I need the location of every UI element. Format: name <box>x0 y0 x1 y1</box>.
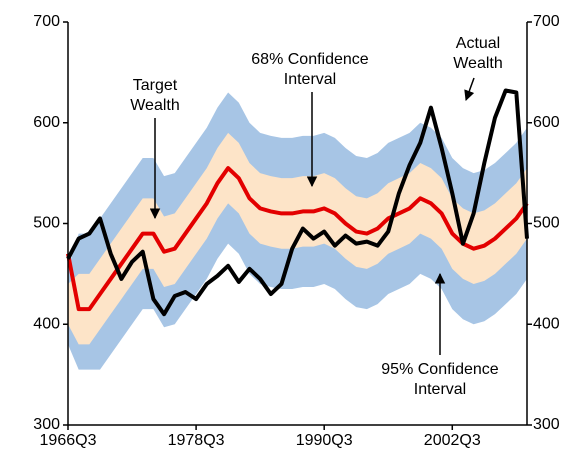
y-tick-label: 600 <box>33 114 60 131</box>
y-tick-label: 700 <box>33 13 60 30</box>
annotation: Actual <box>456 35 500 52</box>
annotation: 95% Confidence <box>381 361 499 378</box>
arrow <box>464 77 475 101</box>
annotation: 68% Confidence <box>251 51 369 68</box>
x-tick-label: 1966Q3 <box>40 432 97 449</box>
annotation: Interval <box>414 381 466 398</box>
y2-tick-label: 400 <box>533 315 560 332</box>
x-tick-label: 1990Q3 <box>296 432 353 449</box>
annotation: Interval <box>284 71 336 88</box>
x-tick-label: 1978Q3 <box>168 432 225 449</box>
y2-tick-label: 600 <box>533 114 560 131</box>
series-line <box>66 88 529 317</box>
y2-tick-label: 500 <box>533 215 560 232</box>
annotation: Target <box>133 77 178 94</box>
annotation: Wealth <box>453 55 503 72</box>
series-line <box>66 166 529 312</box>
y2-tick-label: 300 <box>533 416 560 433</box>
y-tick-label: 300 <box>33 416 60 433</box>
y2-tick-label: 700 <box>533 13 560 30</box>
x-tick-label: 2002Q3 <box>424 432 481 449</box>
annotation-arrows <box>149 77 475 355</box>
y-tick-label: 400 <box>33 315 60 332</box>
plot-area <box>66 88 529 370</box>
y-tick-label: 500 <box>33 215 60 232</box>
annotation: Wealth <box>130 97 180 114</box>
